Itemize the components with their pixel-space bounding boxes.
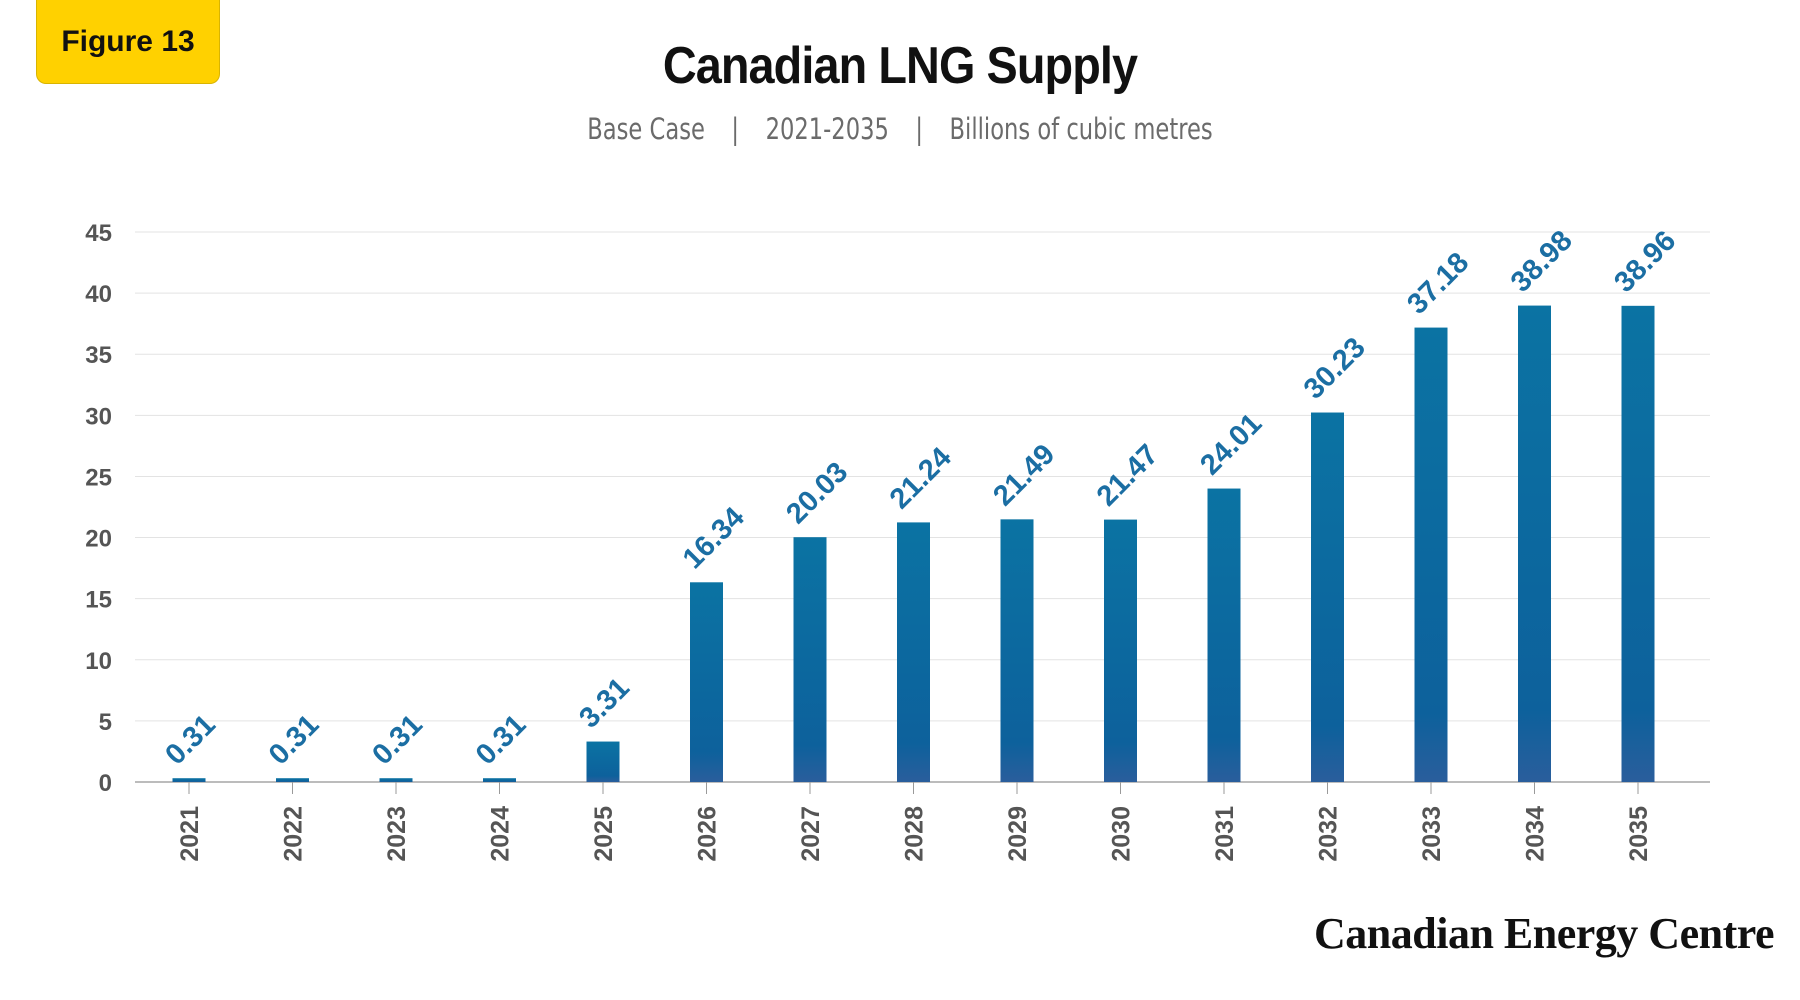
- bars: [172, 305, 1655, 782]
- bar-2033: [1414, 327, 1448, 782]
- subtitle-unit: Billions of cubic metres: [949, 112, 1213, 146]
- x-tick-label: 2034: [1522, 806, 1550, 862]
- y-tick-label: 5: [99, 709, 112, 736]
- bar-2026: [690, 582, 723, 782]
- data-label: 0.31: [159, 709, 222, 772]
- y-tick-label: 45: [85, 220, 112, 247]
- brand-logo-text: Canadian Energy Centre: [1314, 909, 1774, 958]
- y-tick-label: 30: [85, 403, 112, 430]
- x-tick-label: 2032: [1315, 806, 1343, 862]
- data-label: 21.24: [884, 441, 958, 515]
- subtitle-separator: |: [731, 112, 740, 146]
- bar-2034: [1518, 305, 1551, 782]
- y-tick-label: 0: [99, 770, 112, 797]
- data-label: 16.34: [677, 501, 751, 575]
- bar-2035: [1621, 305, 1655, 782]
- bar-2027: [793, 537, 827, 782]
- y-tick-label: 20: [85, 526, 112, 553]
- data-label: 24.01: [1194, 408, 1268, 482]
- y-tick-label: 25: [85, 464, 112, 491]
- subtitle-scenario: Base Case: [587, 112, 705, 146]
- x-tick-label: 2022: [280, 806, 308, 862]
- x-tick-label: 2025: [590, 806, 618, 862]
- bar-2025: [586, 741, 620, 782]
- y-tick-label: 15: [85, 587, 112, 614]
- bar-2032: [1311, 412, 1344, 782]
- x-axis-ticks: 2021 2022 2023 2024 2025 2026 2027 2028 2029 2030…: [176, 782, 1653, 862]
- chart-subtitle: Base Case | 2021-2035 | Billions of cubic me…: [198, 112, 1602, 146]
- data-label: 37.18: [1401, 247, 1475, 321]
- chart-title: Canadian LNG Supply: [662, 37, 1138, 95]
- bar-2023: [379, 778, 413, 782]
- data-label: 30.23: [1298, 332, 1372, 406]
- x-tick-label: 2023: [383, 806, 411, 862]
- x-tick-label: 2024: [487, 806, 515, 862]
- x-tick-label: 2035: [1625, 806, 1653, 862]
- x-tick-label: 2033: [1418, 806, 1446, 862]
- subtitle-period: 2021-2035: [765, 112, 889, 146]
- data-label: 0.31: [470, 709, 533, 772]
- x-tick-label: 2027: [797, 806, 825, 862]
- data-label: 3.31: [573, 672, 636, 735]
- data-label: 21.47: [1091, 439, 1165, 513]
- bar-2029: [1000, 519, 1034, 782]
- x-tick-label: 2029: [1004, 806, 1032, 862]
- x-tick-label: 2030: [1108, 806, 1136, 862]
- figure-label: Figure 13: [61, 24, 195, 58]
- x-tick-label: 2028: [901, 806, 929, 862]
- figure-label-badge: Figure 13: [36, 0, 220, 84]
- data-label: 21.49: [987, 438, 1061, 512]
- y-tick-label: 35: [85, 342, 112, 369]
- y-axis-ticks: 0 5 10 15 20 25 30 35 40 45: [85, 220, 112, 797]
- data-label: 38.98: [1505, 225, 1579, 299]
- x-tick-label: 2031: [1211, 806, 1239, 862]
- y-tick-label: 40: [85, 281, 112, 308]
- data-label: 0.31: [263, 709, 326, 772]
- y-tick-label: 10: [85, 648, 112, 675]
- x-tick-label: 2026: [694, 806, 722, 862]
- bar-2030: [1104, 519, 1137, 782]
- bar-2022: [276, 778, 309, 782]
- data-label: 38.96: [1608, 225, 1682, 299]
- data-label: 0.31: [366, 709, 429, 772]
- x-tick-label: 2021: [176, 806, 204, 862]
- subtitle-separator: |: [915, 112, 924, 146]
- data-label: 20.03: [780, 456, 854, 530]
- bar-2024: [483, 778, 516, 782]
- bar-2028: [897, 522, 930, 782]
- bar-2031: [1207, 488, 1241, 782]
- bar-2021: [172, 778, 206, 782]
